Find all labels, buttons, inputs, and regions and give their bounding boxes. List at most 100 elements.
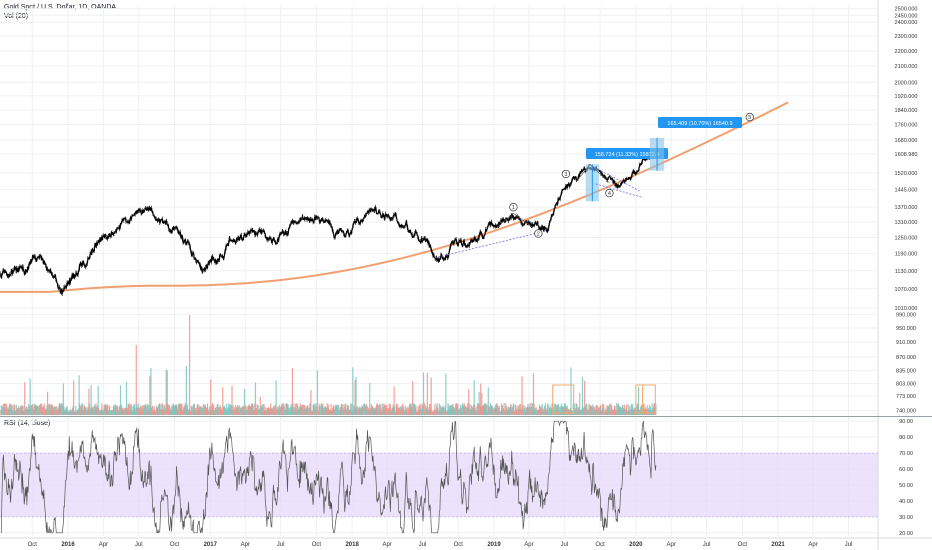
channel-line: [595, 183, 644, 199]
price-tick-label: 1920.000: [895, 94, 918, 100]
channel-line: [588, 163, 640, 192]
candle-body: [173, 227, 175, 230]
candle-body: [231, 239, 233, 242]
candle-body: [622, 181, 624, 183]
volume-bar: [464, 405, 467, 415]
volume-bar: [78, 375, 80, 415]
candle-body: [550, 217, 552, 221]
volume-highlight-box: [552, 384, 575, 414]
volume-bar: [254, 382, 257, 415]
volume-bar: [498, 405, 500, 415]
volume-bar: [166, 370, 168, 415]
candle-body: [110, 232, 112, 237]
candle-body: [87, 257, 89, 261]
candle-body: [519, 217, 521, 221]
candle-body: [53, 276, 55, 278]
candle-body: [355, 221, 357, 223]
candle-body: [66, 281, 68, 286]
wave-label: 1: [512, 205, 515, 211]
candle-body: [473, 240, 475, 241]
x-tick-label: Jul: [845, 542, 853, 548]
candle-body: [445, 256, 447, 258]
candle-body: [245, 235, 247, 237]
candle-body: [627, 179, 629, 181]
rsi-legend: RSI (14, close): [4, 420, 51, 427]
volume-bar: [181, 403, 183, 415]
candle-body: [194, 257, 196, 259]
candle-body: [253, 230, 255, 232]
x-tick-label: Apr: [382, 542, 391, 548]
volume-bar: [524, 405, 526, 415]
volume-bar: [203, 403, 205, 415]
candle-body: [609, 176, 611, 177]
volume-bar: [457, 403, 459, 415]
x-tick-label: Jul: [703, 542, 711, 548]
candle-body: [393, 214, 395, 217]
candle-body: [120, 221, 123, 224]
candle-body: [415, 231, 418, 234]
candle-body: [239, 237, 241, 239]
volume-bar: [394, 406, 396, 415]
candle-body: [132, 215, 134, 216]
candle-body: [547, 228, 549, 231]
candle-body: [84, 266, 86, 267]
candle-body: [513, 217, 516, 219]
candle-body: [452, 241, 454, 244]
candle-body: [388, 215, 390, 217]
candle-body: [310, 220, 313, 222]
candle-body: [40, 255, 43, 261]
candle-body: [75, 272, 78, 274]
candle-body: [186, 242, 188, 243]
candle-body: [338, 229, 340, 231]
candle-body: [377, 211, 380, 214]
candle-body: [352, 223, 354, 226]
candle-body: [518, 216, 520, 220]
candle-body: [6, 275, 8, 277]
volume-bar: [473, 380, 475, 415]
rsi-tick-label: 40.00: [899, 499, 913, 505]
candle-body: [104, 234, 106, 237]
candle-body: [537, 221, 539, 226]
candle-body: [469, 241, 471, 243]
x-tick-label: Jul: [561, 542, 569, 548]
candle-body: [347, 232, 350, 235]
measure-label-bg-2: [658, 117, 742, 128]
candle-body: [290, 222, 292, 224]
candle-body: [12, 272, 14, 274]
candle-body: [634, 172, 636, 174]
candle-body: [367, 210, 369, 212]
candle-body: [218, 255, 221, 260]
candle-body: [227, 243, 229, 246]
volume-highlight-box: [635, 384, 656, 414]
x-tick-label: Oct: [170, 542, 180, 548]
candle-body: [0, 276, 2, 277]
candle-body: [223, 254, 226, 257]
x-tick-label: Apr: [99, 542, 108, 548]
volume-bar: [79, 403, 81, 415]
candle-body: [332, 229, 334, 232]
x-tick-label: Jul: [419, 542, 427, 548]
candle-body: [540, 228, 542, 231]
candle-body: [512, 216, 514, 219]
candle-body: [446, 255, 448, 258]
candle-body: [89, 254, 91, 258]
volume-bar: [194, 408, 196, 415]
candle-body: [269, 237, 271, 239]
volume-bar: [352, 367, 354, 415]
volume-bar: [259, 397, 261, 415]
volume-bar: [533, 407, 536, 415]
candle-body: [246, 234, 248, 235]
candle-body: [86, 263, 88, 266]
rsi-tick-label: 20.00: [899, 531, 913, 537]
candle-body: [618, 186, 621, 188]
candle-body: [469, 242, 471, 245]
volume-bar: [307, 407, 309, 415]
candle-body: [73, 273, 75, 277]
candle-body: [344, 235, 346, 237]
candle-body: [46, 268, 49, 271]
candle-body: [529, 222, 531, 223]
volume-bar: [355, 377, 357, 415]
candle-body: [563, 188, 565, 190]
candle-body: [574, 176, 576, 179]
